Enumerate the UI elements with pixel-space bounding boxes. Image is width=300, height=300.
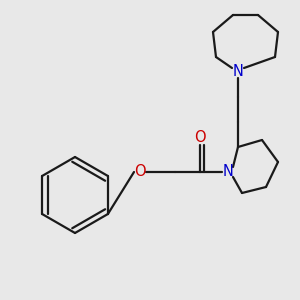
- Text: O: O: [194, 130, 206, 145]
- Text: O: O: [134, 164, 146, 179]
- Text: N: N: [232, 64, 243, 80]
- Text: N: N: [223, 164, 233, 179]
